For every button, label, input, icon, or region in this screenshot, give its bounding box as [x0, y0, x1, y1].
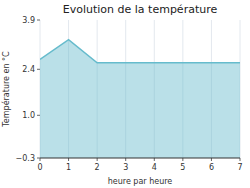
- x-axis-label: heure par heure: [108, 177, 173, 186]
- tick-label: 6: [209, 163, 214, 172]
- plot-area: [40, 20, 240, 158]
- tick-label: 7: [237, 163, 242, 172]
- chart-container: 0 1 2 3 4 5 6 7 −0.3 1.0 2.4 3.9 Evolution de la tem…: [0, 0, 250, 188]
- tick-label: 5: [180, 163, 185, 172]
- tick-label: 3: [123, 163, 128, 172]
- tick-label: 2.4: [22, 65, 35, 74]
- y-axis-label: Température en °C: [1, 51, 11, 128]
- tick-label: 4: [152, 163, 157, 172]
- line: [40, 40, 240, 63]
- tick-label: 1.0: [22, 111, 35, 120]
- tick-mark: [37, 158, 40, 159]
- tick-mark: [37, 69, 40, 70]
- data-group: [40, 40, 240, 158]
- x-axis-line: [40, 158, 240, 159]
- tick-mark: [37, 20, 40, 21]
- tick-label: 2: [95, 163, 100, 172]
- tick-label: 3.9: [22, 16, 35, 25]
- area: [40, 40, 240, 158]
- title: Evolution de la température: [63, 3, 218, 16]
- tick-label: 1: [66, 163, 71, 172]
- tick-label: 0: [37, 163, 42, 172]
- tick-label: −0.3: [16, 154, 35, 163]
- tick-mark: [37, 115, 40, 116]
- chart: 0 1 2 3 4 5 6 7 −0.3 1.0 2.4 3.9 Evolution de la tem…: [0, 0, 250, 188]
